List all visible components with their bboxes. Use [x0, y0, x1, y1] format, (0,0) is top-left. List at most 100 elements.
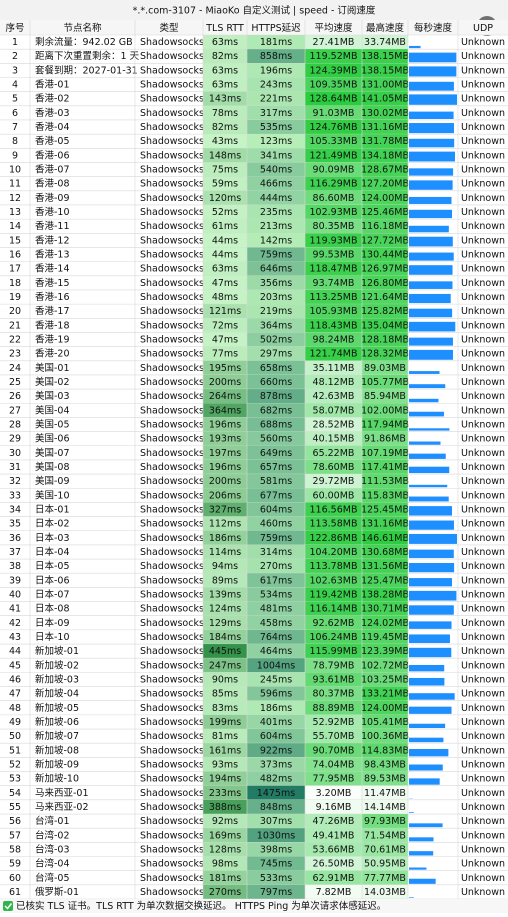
speed-sparkline	[409, 521, 454, 530]
cell-text: 133.21MB	[361, 689, 409, 700]
cell-text: 466ms	[260, 179, 292, 190]
cell-text: 197ms	[209, 448, 241, 459]
speed-sparkline	[409, 168, 453, 175]
cell-text: 77.95MB	[313, 774, 355, 785]
cell-text: 235ms	[260, 207, 292, 218]
speed-sparkline	[409, 851, 433, 855]
cell-text: 25	[9, 377, 21, 388]
cell-text: 617ms	[260, 575, 292, 586]
cell-text: 121.49MB	[310, 150, 358, 161]
speed-sparkline	[409, 738, 443, 743]
cell-text: 40.15MB	[313, 434, 355, 445]
speed-sparkline	[409, 879, 436, 884]
cell-text: Shadowsocks	[140, 774, 204, 785]
cell-text: Unknown	[461, 873, 505, 884]
cell-text: Shadowsocks	[140, 575, 204, 586]
cell-text: 130.71MB	[361, 604, 409, 615]
cell-text: Shadowsocks	[140, 816, 204, 827]
cell-text: Shadowsocks	[140, 476, 204, 487]
cell-text: 91.03MB	[313, 108, 355, 119]
cell-text: 台湾-05	[35, 872, 70, 884]
cell-text: 341ms	[260, 150, 292, 161]
cell-text: 7	[12, 122, 18, 133]
cell-text: 13	[9, 207, 21, 218]
cell-text: Unknown	[461, 759, 505, 770]
cell-text: 8	[12, 136, 18, 147]
cell-text: 123.39MB	[361, 646, 409, 657]
speed-sparkline	[409, 253, 454, 261]
cell-text: 43ms	[212, 136, 238, 147]
cell-text: 12	[9, 193, 21, 204]
cell-text: 香港-19	[35, 334, 70, 346]
cell-text: 美国-05	[35, 419, 70, 431]
cell-text: 116.29MB	[310, 179, 358, 190]
cell-text: Unknown	[461, 434, 505, 445]
cell-text: Unknown	[461, 122, 505, 133]
speed-sparkline	[409, 837, 434, 841]
cell-text: 123ms	[260, 136, 292, 147]
cell-text: 460ms	[260, 519, 292, 530]
cell-text: 41	[9, 604, 21, 615]
cell-text: 658ms	[260, 363, 292, 374]
cell-text: 130.44MB	[361, 250, 409, 261]
cell-text: 33.74MB	[364, 37, 406, 48]
window-title: *.*.com-3107 - MiaoKo 自定义测试 | speed - 订阅…	[133, 5, 376, 17]
cell-text: Shadowsocks	[140, 490, 204, 501]
cell-text: Shadowsocks	[140, 462, 204, 473]
cell-text: 5	[12, 94, 18, 105]
cell-text: 307ms	[260, 816, 292, 827]
cell-text: 102.72MB	[361, 660, 409, 671]
cell-text: 42	[9, 618, 21, 629]
cell-text: 新加坡-02	[35, 659, 79, 671]
cell-text: 10	[9, 165, 21, 176]
cell-text: 119.45MB	[361, 632, 409, 643]
cell-text: 243ms	[260, 80, 292, 91]
cell-text: 新加坡-04	[35, 688, 79, 700]
cell-text: Unknown	[461, 349, 505, 360]
cell-text: 80.37MB	[313, 689, 355, 700]
cell-text: 22	[9, 335, 21, 346]
cell-text: 445ms	[209, 646, 241, 657]
cell-text: 香港-14	[35, 263, 70, 275]
cell-text: 199ms	[209, 717, 241, 728]
cell-text: Shadowsocks	[140, 887, 204, 898]
cell-text: 香港-05	[35, 135, 70, 147]
speed-sparkline	[409, 322, 455, 332]
cell-text: Unknown	[461, 547, 505, 558]
cell-text: Unknown	[461, 405, 505, 416]
cell-text: Unknown	[461, 575, 505, 586]
cell-text: 香港-09	[35, 192, 70, 204]
cell-text: 125.46MB	[361, 207, 409, 218]
cell-text: 131.00MB	[361, 80, 409, 91]
cell-text: 677ms	[260, 490, 292, 501]
cell-text: Unknown	[461, 519, 505, 530]
cell-text: 52ms	[212, 207, 238, 218]
cell-text: Shadowsocks	[140, 207, 204, 218]
cell-text: 6	[12, 108, 18, 119]
cell-text: 3	[12, 65, 18, 76]
cell-text: 日本-03	[35, 532, 70, 544]
speed-sparkline	[409, 94, 457, 104]
cell-text: 香港-03	[35, 107, 70, 119]
cell-text: 99.53MB	[313, 250, 355, 261]
cell-text: 127.20MB	[361, 179, 409, 190]
speed-sparkline	[409, 665, 444, 671]
cell-text: Shadowsocks	[140, 731, 204, 742]
cell-text: 台湾-04	[35, 858, 70, 870]
cell-text: Shadowsocks	[140, 363, 204, 374]
cell-text: 香港-10	[35, 206, 70, 218]
cell-text: 540ms	[260, 165, 292, 176]
cell-text: 47ms	[212, 278, 238, 289]
speed-sparkline	[409, 53, 456, 63]
cell-text: 193ms	[209, 434, 241, 445]
cell-text: 马来西亚-01	[35, 788, 89, 799]
speed-sparkline	[409, 497, 449, 502]
cell-text: 82ms	[212, 51, 238, 62]
speed-sparkline	[409, 350, 453, 360]
cell-text: 香港-12	[35, 234, 70, 246]
cell-text: 119.93MB	[310, 235, 358, 246]
cell-text: 23	[9, 349, 21, 360]
cell-text: 129ms	[209, 618, 241, 629]
cell-text: 98ms	[212, 859, 238, 870]
cell-text: 套餐到期：2027-01-31	[35, 64, 138, 76]
